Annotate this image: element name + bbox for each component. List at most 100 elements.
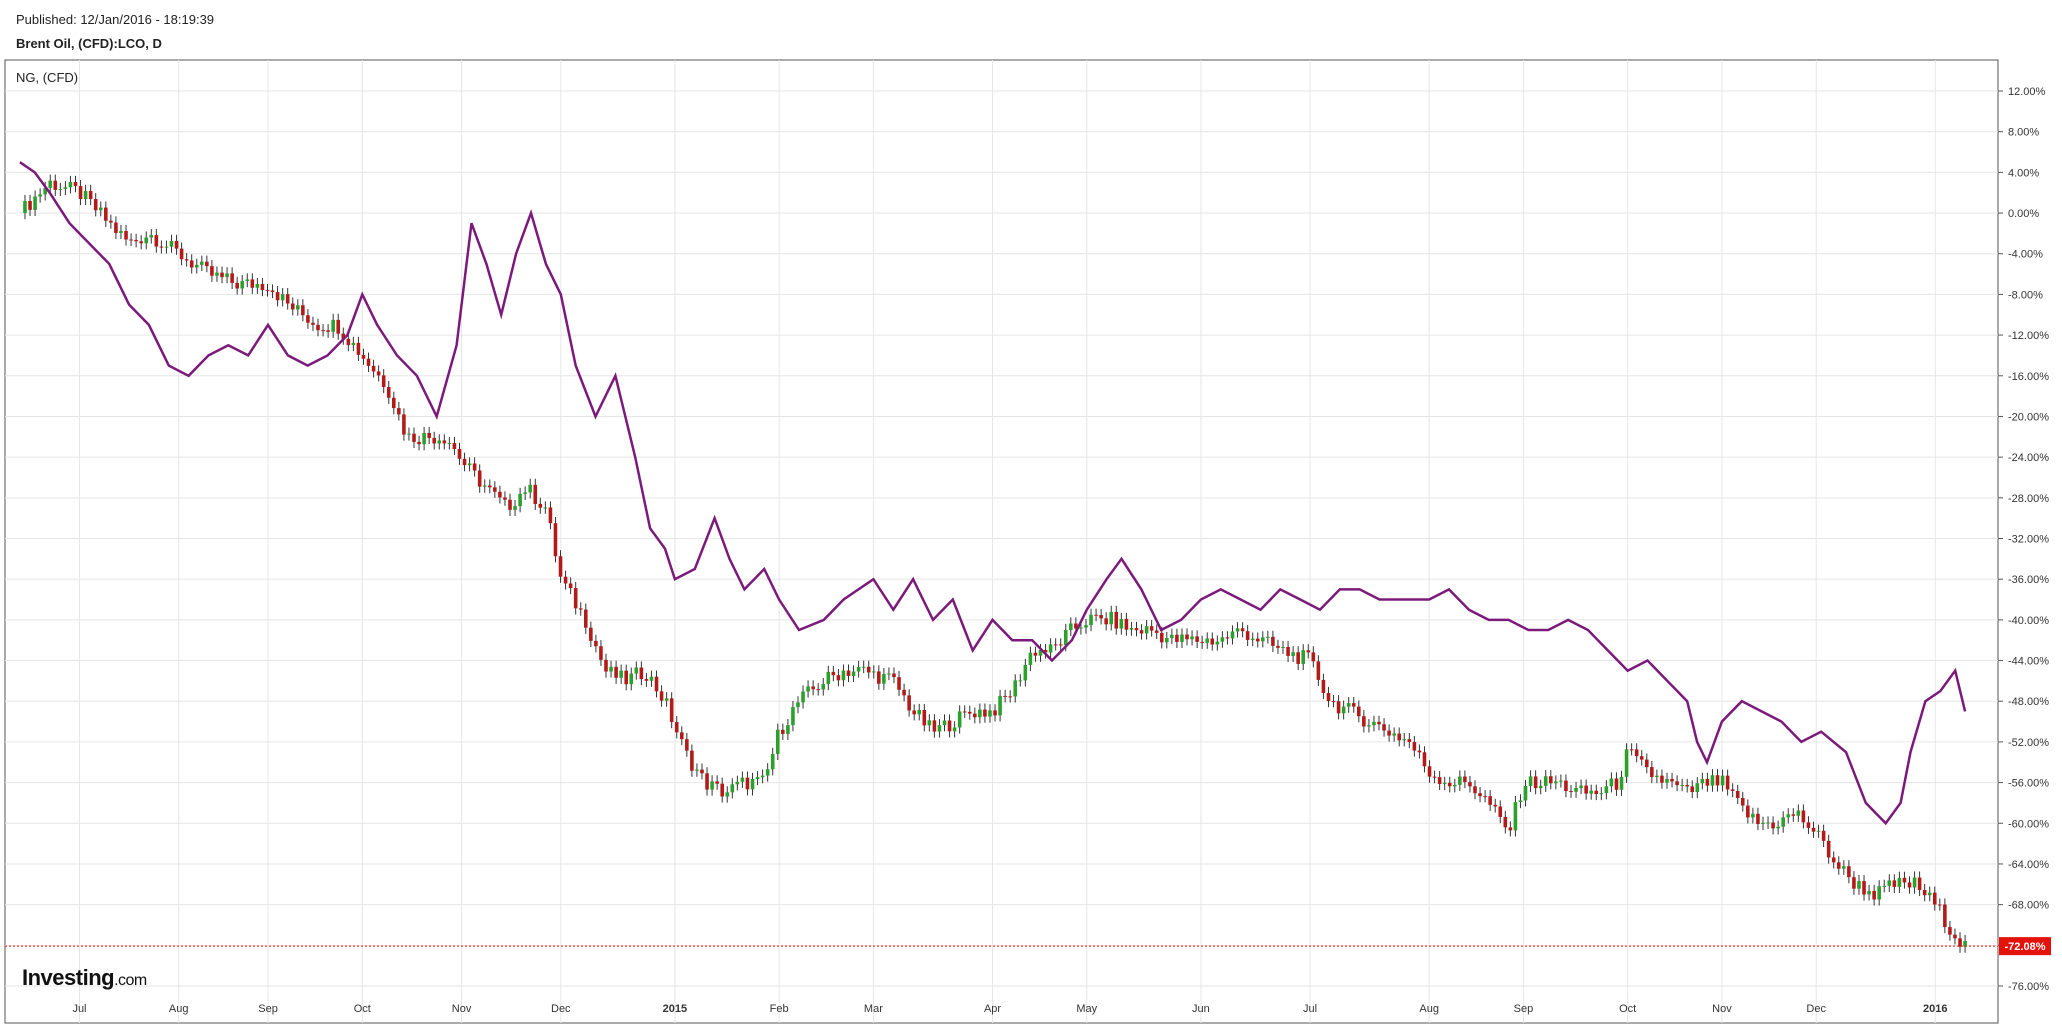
brent-candle-body (1938, 904, 1942, 906)
brent-candle-body (1215, 641, 1220, 645)
brent-candle-body (1907, 882, 1912, 888)
brent-candle-body (1943, 904, 1947, 928)
x-tick-label: May (1076, 1003, 1097, 1015)
brent-candle-body (417, 441, 421, 445)
brent-candle-body (1948, 927, 1952, 935)
brent-candle-body (705, 773, 709, 790)
brent-candle-body (1422, 752, 1427, 767)
brent-candle-body (1579, 785, 1583, 789)
brent-candle-body (1296, 652, 1300, 664)
y-tick-label: -20.00% (2008, 411, 2049, 423)
brent-candle-body (467, 463, 472, 466)
brent-candle-body (301, 305, 305, 316)
brent-candle-body (1220, 637, 1225, 642)
brent-candle-body (407, 433, 411, 435)
brent-candle-body (624, 670, 629, 685)
brent-candle-body (341, 333, 346, 339)
chart-header: Published: 12/Jan/2016 - 18:19:39 Brent … (16, 12, 214, 51)
brent-candle-body (927, 720, 932, 726)
brent-candle-body (1488, 796, 1492, 805)
brent-candle-body (765, 769, 770, 776)
brent-candle-body (1397, 733, 1402, 741)
brent-candle-body (23, 201, 27, 214)
brent-candle-body (149, 235, 154, 238)
brent-candle-body (755, 777, 760, 779)
brent-candle-body (669, 698, 674, 723)
brent-candle-body (1417, 750, 1422, 753)
brent-candle-body (821, 684, 826, 690)
brent-candle-body (1700, 778, 1705, 784)
brent-candle-body (604, 659, 608, 672)
brent-candle-body (1831, 857, 1836, 863)
brent-candle-body (1806, 822, 1811, 828)
x-tick-label: Jul (1303, 1003, 1317, 1015)
brent-candle-body (285, 294, 290, 304)
brent-candle-body (58, 188, 63, 190)
brent-candle-body (1134, 627, 1139, 631)
brent-candle-body (866, 666, 871, 673)
brent-candle-body (912, 710, 916, 715)
brent-candle-body (472, 463, 477, 471)
brent-candle-body (351, 342, 356, 346)
brent-candle-body (250, 279, 255, 288)
brent-candle-body (270, 290, 275, 293)
brent-candle-body (1609, 778, 1614, 787)
brent-candle-body (897, 677, 901, 690)
brent-candle-body (255, 284, 260, 288)
brent-candle-body (93, 199, 98, 211)
brent-candle-body (1665, 778, 1669, 783)
brent-candle-body (386, 387, 391, 398)
brent-candle-body (1483, 796, 1487, 798)
brent-candle-body (1447, 782, 1452, 787)
brent-candle-body (442, 440, 447, 444)
brent-candle-body (1003, 695, 1007, 697)
y-tick-label: -76.00% (2008, 981, 2049, 993)
brent-candle-body (1346, 703, 1351, 707)
brent-candle-body (806, 686, 810, 692)
x-tick-label: 2016 (1923, 1003, 1947, 1015)
brent-candle-body (245, 279, 250, 282)
brent-candle-body (1584, 785, 1588, 794)
investing-logo: Investing.com (22, 965, 147, 991)
brent-candle-body (1523, 785, 1528, 801)
brent-candle-body (1852, 877, 1856, 889)
brent-candle-body (1190, 636, 1194, 640)
brent-candle-body (1776, 826, 1780, 829)
brent-candle-body (1604, 786, 1609, 794)
y-axis: 12.00% 8.00% 4.00% 0.00% -4.00% -8.00% -12.00%… (1998, 86, 2049, 993)
brent-candle-body (644, 679, 649, 681)
brent-candle-body (1958, 938, 1962, 947)
brent-candle-body (1498, 806, 1503, 817)
brent-candle-body (942, 720, 947, 726)
brent-candle-body (1761, 822, 1765, 825)
brent-candle-body (1786, 814, 1791, 818)
brent-candle-body (664, 698, 669, 701)
brent-candle-body (1882, 885, 1887, 887)
brent-candle-body (846, 670, 851, 676)
brent-candle-body (53, 180, 58, 190)
x-tick-label: Oct (354, 1003, 371, 1015)
brent-candle-body (1154, 630, 1159, 633)
brent-candle-body (685, 739, 689, 751)
brent-candle-body (1058, 644, 1063, 646)
brent-candle-body (1705, 778, 1710, 786)
brent-candle-body (1180, 634, 1184, 642)
y-tick-label: -56.00% (2008, 778, 2049, 790)
brent-candle-body (1235, 628, 1240, 632)
brent-candle-body (63, 187, 68, 189)
published-timestamp: Published: 12/Jan/2016 - 18:19:39 (16, 12, 215, 27)
brent-candle-body (1922, 889, 1927, 896)
brent-candle-body (796, 702, 800, 708)
brent-candle-body (1412, 742, 1417, 751)
brent-candle-body (548, 507, 553, 524)
brent-candle-body (1518, 800, 1523, 803)
brent-candle-body (1912, 877, 1917, 888)
brent-candle-body (1862, 881, 1866, 895)
brent-candle-body (973, 713, 977, 718)
brent-candle-body (917, 709, 922, 715)
y-tick-label: -16.00% (2008, 371, 2049, 383)
brent-candle-body (230, 273, 234, 283)
brent-candle-body (1129, 627, 1134, 630)
brent-candle-body (1473, 786, 1477, 794)
